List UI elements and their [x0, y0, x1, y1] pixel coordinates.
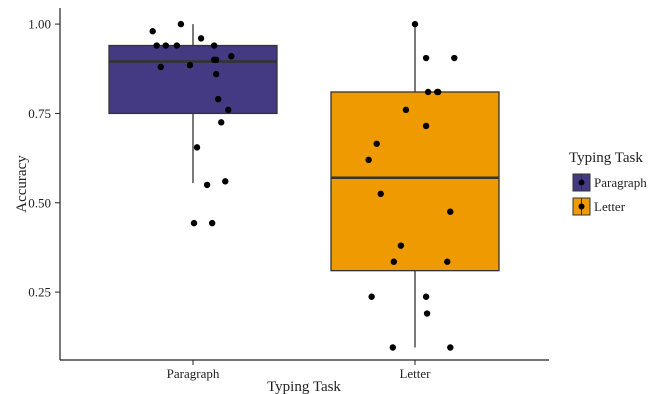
data-point — [434, 88, 442, 96]
legend: Typing Task Paragraph Letter — [569, 150, 647, 216]
y-tick-label: 0.50 — [28, 195, 51, 210]
data-point — [149, 28, 156, 35]
data-point — [390, 258, 398, 265]
data-point — [422, 293, 430, 300]
data-point — [228, 53, 235, 60]
data-point — [177, 20, 185, 28]
data-point — [197, 35, 205, 42]
y-tick-label: 1.00 — [28, 17, 51, 32]
y-tick-label: 0.75 — [28, 106, 51, 121]
data-point — [373, 140, 380, 147]
data-point — [423, 310, 431, 317]
y-ticks: 0.25 0.50 0.75 1.00 — [28, 17, 60, 300]
data-point — [397, 242, 405, 249]
data-point — [193, 144, 201, 151]
x-axis-title: Typing Task — [267, 379, 341, 394]
data-point — [153, 42, 160, 49]
data-point — [422, 54, 430, 62]
data-point — [186, 61, 194, 69]
points-layer — [149, 20, 458, 351]
data-point — [208, 219, 216, 227]
data-point — [210, 42, 218, 49]
data-point — [447, 344, 454, 351]
data-point — [173, 42, 181, 49]
data-point — [212, 56, 220, 64]
y-axis-title: Accuracy — [14, 155, 30, 213]
data-point — [389, 344, 397, 351]
data-point — [422, 122, 430, 130]
data-point — [162, 42, 169, 49]
legend-title: Typing Task — [569, 150, 643, 166]
data-point — [212, 70, 220, 78]
data-point — [377, 190, 384, 198]
legend-items: Paragraph Letter — [572, 173, 647, 216]
data-point — [203, 181, 211, 189]
legend-key-point — [578, 203, 585, 210]
data-point — [222, 178, 229, 185]
x-tick-label: Letter — [399, 366, 431, 381]
legend-label: Paragraph — [594, 175, 647, 190]
box-paragraph — [108, 44, 278, 115]
x-tick-label: Paragraph — [167, 366, 220, 381]
data-point — [368, 293, 375, 300]
data-point — [225, 106, 232, 114]
x-ticks: Paragraph Letter — [167, 360, 431, 381]
data-point — [444, 258, 451, 265]
data-point — [190, 219, 198, 227]
data-point — [424, 88, 432, 96]
legend-label: Letter — [594, 199, 626, 214]
data-point — [365, 156, 372, 164]
data-point — [402, 106, 410, 114]
y-tick-label: 0.25 — [28, 285, 51, 300]
boxes-layer — [108, 24, 500, 348]
data-point — [218, 119, 225, 126]
data-point — [451, 54, 458, 62]
box-letter — [330, 91, 500, 272]
data-point — [411, 20, 419, 28]
legend-key-point — [578, 179, 585, 186]
data-point — [447, 208, 454, 215]
data-point — [157, 63, 164, 71]
data-point — [215, 95, 222, 103]
